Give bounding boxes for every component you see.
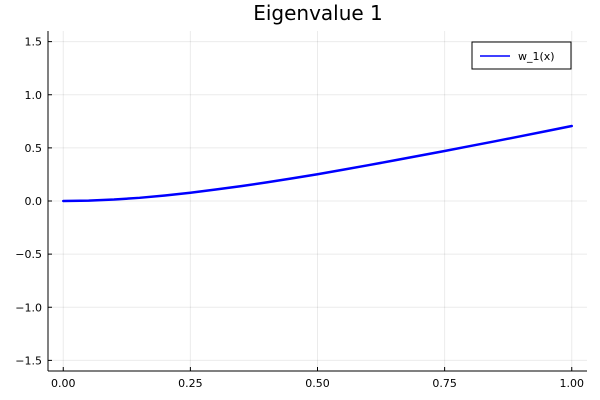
y-tick-label: 0.0	[25, 195, 43, 208]
x-tick-label: 0.00	[51, 377, 76, 390]
x-tick-labels: 0.00 0.25 0.50 0.75 1.00	[51, 367, 584, 390]
y-tick-label: 0.5	[25, 142, 43, 155]
y-tick-label: −1.5	[15, 354, 42, 367]
chart-title: Eigenvalue 1	[253, 1, 383, 25]
legend: w_1(x)	[471, 41, 572, 70]
x-tick-label: 0.75	[432, 377, 457, 390]
y-tick-label: −0.5	[15, 248, 42, 261]
grid-lines	[48, 31, 587, 371]
legend-label-w1: w_1(x)	[518, 50, 555, 63]
y-tick-labels: 1.5 1.0 0.5 0.0 −0.5 −1.0 −1.5	[15, 36, 52, 367]
y-tick-label: 1.5	[25, 36, 43, 49]
y-tick-label: 1.0	[25, 89, 43, 102]
series-line-w1	[62, 124, 573, 203]
y-tick-label: −1.0	[15, 301, 42, 314]
series-layer	[62, 124, 573, 203]
x-tick-label: 1.00	[559, 377, 584, 390]
x-tick-label: 0.50	[305, 377, 330, 390]
x-tick-label: 0.25	[178, 377, 203, 390]
